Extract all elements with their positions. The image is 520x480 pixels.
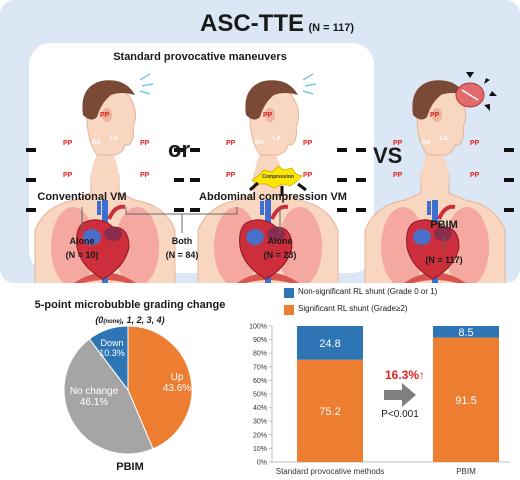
- la-label: LA: [273, 136, 281, 142]
- increase-annotation: 16.3%↑: [384, 368, 426, 382]
- alone-abdominal-label: Alone: [267, 236, 293, 246]
- pp-label: PP: [393, 172, 403, 179]
- y-tick-label: 40%: [253, 405, 267, 412]
- x-category-label: Standard provocative methods: [276, 467, 385, 476]
- y-tick-label: 50%: [253, 392, 267, 399]
- pressure-arrows: [26, 148, 514, 212]
- y-tick-label: 60%: [253, 378, 267, 385]
- bar-value-label: 91.5: [455, 395, 476, 407]
- bar-marks: 75.2 24.8 Standard provocative methods 91.5…: [276, 326, 499, 476]
- abdominal-vm-figure: [198, 73, 338, 283]
- legend-swatch-significant: [284, 305, 294, 315]
- ra-label: RA: [92, 140, 101, 146]
- y-tick-label: 100%: [249, 324, 267, 331]
- alone-conventional-label: Alone: [69, 236, 95, 246]
- pp-label: PP: [140, 172, 150, 179]
- pie-slice-value: 46.1%: [79, 397, 109, 408]
- pie-slice-name: Down: [100, 338, 124, 348]
- pbim-n: (N = 117): [425, 255, 463, 265]
- organ-labels: PP PP PP PP PP RA LA PP PP PP PP PP RA L…: [63, 112, 480, 180]
- pie-label-down: Down 10.3%: [90, 338, 134, 358]
- pp-label: PP: [63, 172, 73, 179]
- maneuvers-heading: Standard provocative maneuvers: [113, 51, 287, 63]
- pp-label: PP: [226, 140, 236, 147]
- pp-label: PP: [263, 112, 273, 119]
- vs-label: VS: [373, 143, 403, 168]
- title-text: ASC-TTE: [200, 10, 304, 37]
- group-bracket: [81, 207, 445, 252]
- x-category-label: PBIM: [456, 467, 476, 476]
- right-arrow-icon: [384, 383, 416, 407]
- bar-segment: [433, 326, 499, 338]
- pie-label-up: Up 43.6%: [152, 372, 202, 394]
- y-tick-label: 70%: [253, 364, 267, 371]
- bar-segment: [297, 326, 363, 360]
- pie-title: 5-point microbubble grading change: [34, 299, 226, 311]
- alone-conventional-n: (N = 10): [65, 250, 99, 260]
- legend-label-significant: Significant RL shunt (Grade≥2): [298, 304, 408, 313]
- title-n: (N = 117): [308, 22, 355, 34]
- pbim-figure: [365, 72, 505, 283]
- pie-chart: [63, 325, 193, 455]
- pie-subtitle: (0(none), 1, 2, 3, 4): [40, 315, 220, 325]
- pp-label: PP: [393, 140, 403, 147]
- bar-value-label: 8.5: [458, 327, 473, 339]
- pie-slice-value: 10.3%: [99, 348, 125, 358]
- or-label: or: [168, 137, 190, 162]
- bar-segment: [433, 337, 499, 462]
- p-value: P<0.001: [381, 409, 419, 420]
- conventional-vm-label: Conventional VM: [37, 191, 127, 203]
- pbim-label: PBIM: [430, 219, 458, 231]
- pie-subtitle-rest: , 1, 2, 3, 4): [121, 315, 165, 325]
- y-tick-label: 80%: [253, 351, 267, 358]
- both-label: Both: [171, 236, 193, 246]
- y-tick-label: 10%: [253, 446, 267, 453]
- conventional-vm-figure: [35, 73, 175, 283]
- pie-footer: PBIM: [116, 461, 144, 473]
- bar-legend: Non-significant RL shunt (Grade 0 or 1) …: [284, 286, 520, 326]
- legend-label-nonsignificant: Non-significant RL shunt (Grade 0 or 1): [298, 287, 438, 296]
- figure-layer: [26, 72, 514, 283]
- pp-label: PP: [303, 140, 313, 147]
- pp-label: PP: [470, 172, 480, 179]
- y-tick-label: 0%: [257, 460, 267, 467]
- alone-abdominal-n: (N = 23): [263, 250, 297, 260]
- y-tick-label: 20%: [253, 432, 267, 439]
- y-tick-label: 30%: [253, 419, 267, 426]
- la-label: LA: [440, 136, 448, 142]
- page-title: ASC-TTE (N = 117): [200, 10, 354, 38]
- pie-slice-no-change: [63, 338, 154, 455]
- pp-label: PP: [430, 112, 440, 119]
- pp-label: PP: [140, 140, 150, 147]
- ra-label: RA: [422, 140, 431, 146]
- pie-subtitle-main: (0: [95, 315, 104, 325]
- pie-slice-up: [127, 325, 193, 450]
- legend-swatch-nonsignificant: [284, 288, 294, 298]
- compression-label: Compression: [262, 174, 294, 180]
- ra-label: RA: [255, 140, 264, 146]
- y-tick-label: 90%: [253, 337, 267, 344]
- pie-label-no-change: No change 46.1%: [64, 386, 124, 408]
- bar-value-label: 75.2: [319, 406, 340, 418]
- pp-label: PP: [470, 140, 480, 147]
- la-label: LA: [110, 136, 118, 142]
- pie-slice-down: [88, 325, 129, 392]
- pp-label: PP: [63, 140, 73, 147]
- pie-subtitle-sub: (none): [103, 319, 122, 325]
- pp-label: PP: [100, 112, 110, 119]
- bar-segment: [297, 359, 363, 462]
- both-n: (N = 84): [165, 250, 199, 260]
- bar-value-label: 24.8: [319, 338, 340, 350]
- abdominal-vm-label: Abdominal compression VM: [199, 191, 347, 203]
- pie-slice-name: Up: [170, 372, 184, 383]
- pie-slice-name: No change: [69, 386, 119, 397]
- pp-label: PP: [303, 172, 313, 179]
- pp-label: PP: [226, 172, 236, 179]
- pie-slice-value: 43.6%: [162, 383, 192, 394]
